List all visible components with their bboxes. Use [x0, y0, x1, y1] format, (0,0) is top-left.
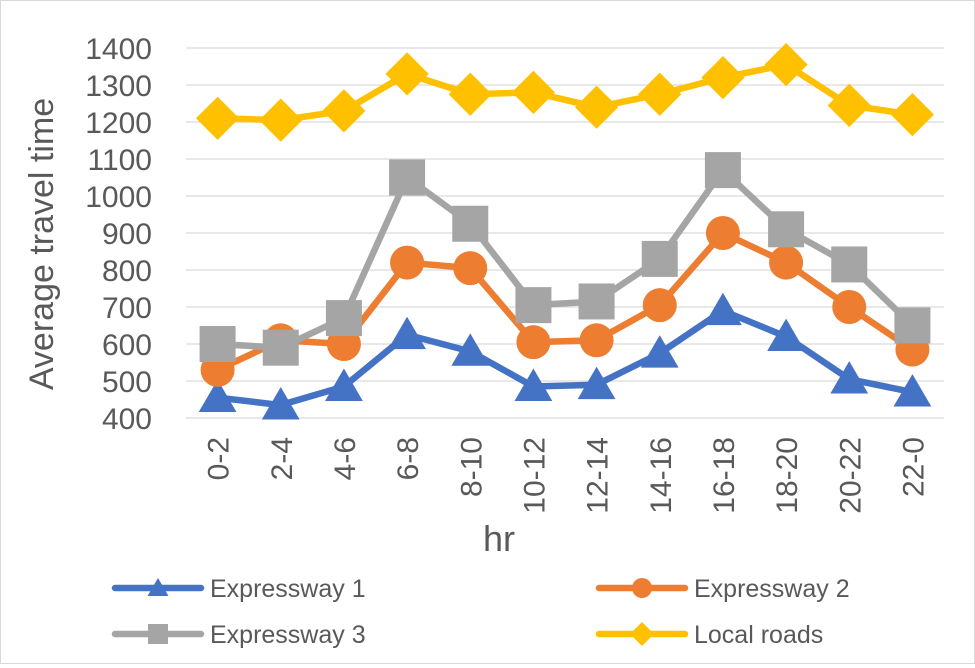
data-point: [199, 326, 236, 362]
data-point: [579, 323, 614, 358]
series-line: [214, 307, 916, 409]
data-point: [577, 366, 616, 400]
legend-label: Expressway 2: [694, 575, 850, 603]
x-tick-label: 16-18: [708, 437, 741, 514]
data-point: [195, 96, 240, 140]
legend-marker: [632, 578, 652, 598]
series-line: [214, 61, 916, 124]
data-point: [452, 205, 489, 242]
data-point: [388, 316, 426, 350]
data-point: [769, 245, 804, 280]
legend-label: Expressway 3: [210, 621, 366, 649]
data-point: [831, 246, 868, 283]
legend-label: Expressway 1: [210, 575, 366, 603]
legend-entry: Expressway 1: [111, 575, 366, 603]
data-point: [704, 152, 741, 189]
data-point: [830, 361, 869, 394]
data-point: [704, 292, 742, 326]
data-point: [451, 333, 490, 366]
y-tick-labels: 400 500 600 700 800 900 1000 1100 1200 1300 1400: [85, 33, 152, 436]
x-tick-label: 18-20: [771, 437, 804, 514]
x-tick-label: 8-10: [455, 437, 488, 497]
data-point: [511, 70, 556, 114]
x-tick-label: 0-2: [203, 437, 236, 480]
legend-marker: [148, 624, 168, 644]
data-point: [832, 290, 867, 324]
y-tick-label: 800: [102, 255, 152, 288]
x-tick-label: 10-12: [518, 437, 551, 514]
data-point: [574, 85, 619, 129]
data-point: [325, 368, 363, 401]
data-point: [453, 251, 488, 286]
y-tick-label: 1100: [87, 144, 152, 177]
data-point: [701, 56, 745, 100]
data-point: [641, 240, 678, 277]
data-point: [893, 374, 932, 407]
legend-marker: [147, 578, 169, 596]
data-point: [261, 387, 300, 420]
x-tick-label: 4-6: [329, 437, 362, 480]
legend-label: Local roads: [694, 621, 823, 649]
x-tick-label: 22-0: [897, 437, 930, 497]
legend: Expressway 1 Expressway 2 Expressway 3 Loca…: [111, 575, 850, 649]
legend-entry: Expressway 2: [595, 575, 850, 603]
data-point: [764, 43, 808, 87]
legend-entry: Expressway 3: [111, 621, 366, 649]
y-tick-label: 700: [102, 292, 152, 325]
data-point: [705, 216, 740, 250]
series-line: [214, 166, 916, 351]
y-tick-label: 600: [102, 329, 152, 362]
data-point: [514, 368, 553, 401]
data-point: [767, 318, 805, 351]
data-point: [259, 98, 303, 142]
x-tick-labels: 0-2 2-4 4-6 6-8 8-10 10-12 12-14 14-16 16-18 18-2…: [203, 437, 931, 514]
y-tick-label: 1400: [85, 33, 152, 66]
x-axis-title: hr: [483, 518, 515, 559]
data-point: [516, 325, 551, 360]
data-point: [578, 283, 615, 320]
x-tick-label: 2-4: [266, 437, 299, 480]
y-tick-label: 500: [102, 366, 152, 399]
data-point: [638, 72, 682, 116]
data-point: [448, 72, 492, 116]
data-point: [640, 335, 679, 368]
data-point: [198, 379, 237, 413]
data-point: [642, 288, 677, 323]
data-point: [827, 83, 871, 127]
series-expressway-1: [198, 292, 932, 420]
series-expressway-3: [199, 152, 931, 366]
x-tick-label: 6-8: [392, 437, 425, 480]
data-point: [389, 159, 426, 196]
data-point: [322, 89, 366, 133]
x-tick-label: 20-22: [834, 437, 867, 514]
data-point: [390, 245, 425, 280]
data-point: [385, 52, 429, 96]
data-point: [325, 300, 362, 337]
legend-entry: Local roads: [595, 621, 823, 649]
series-layer: [195, 43, 935, 420]
x-tick-label: 14-16: [645, 437, 678, 514]
data-point: [890, 93, 935, 137]
legend-marker: [630, 622, 654, 646]
y-tick-label: 1200: [85, 107, 152, 140]
y-tick-label: 900: [102, 218, 152, 251]
y-tick-label: 1000: [85, 181, 152, 214]
data-point: [515, 287, 552, 324]
data-point: [768, 211, 805, 248]
data-point: [262, 329, 299, 366]
data-point: [894, 307, 931, 344]
y-axis-title: Average travel time: [23, 98, 61, 390]
series-local-roads: [195, 43, 935, 142]
x-tick-label: 12-14: [582, 437, 615, 514]
y-tick-label: 400: [102, 403, 152, 436]
y-tick-label: 1300: [85, 70, 152, 103]
